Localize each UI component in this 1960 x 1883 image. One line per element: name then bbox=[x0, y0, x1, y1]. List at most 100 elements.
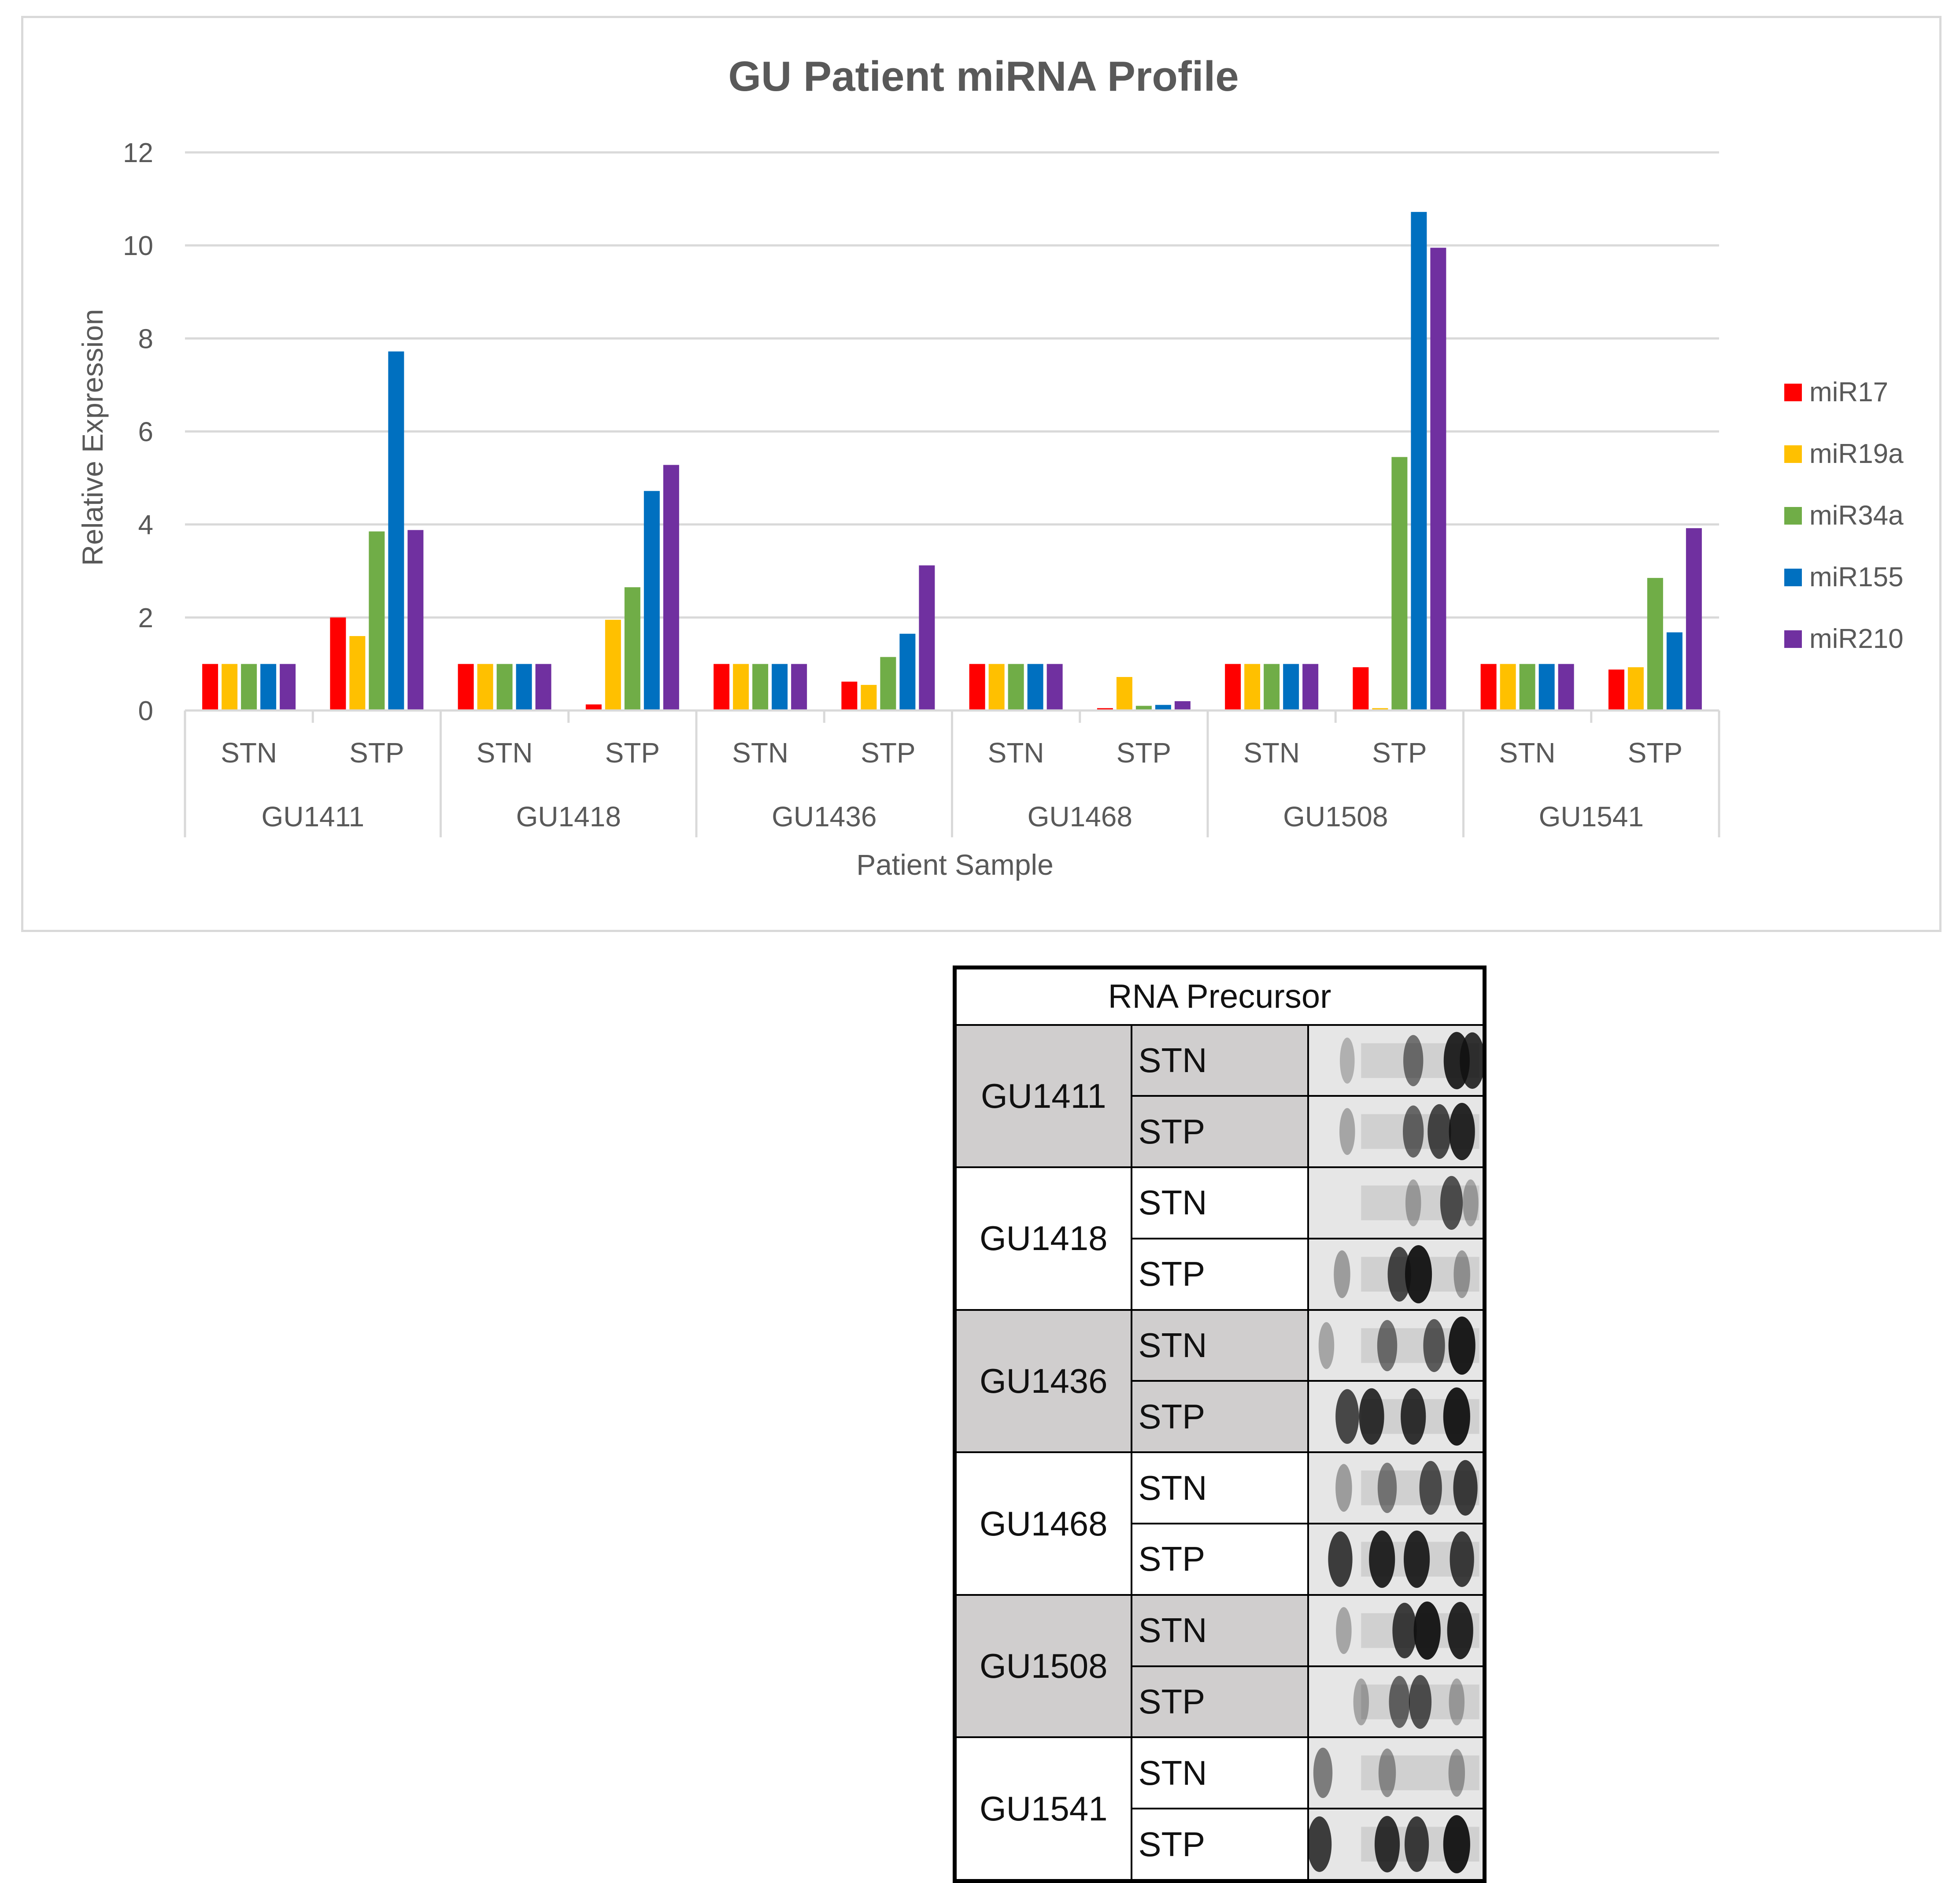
bar-miR210-GU1436-STP bbox=[919, 565, 935, 710]
gel-band bbox=[1328, 1531, 1353, 1587]
gel-lane-image bbox=[1309, 1810, 1483, 1879]
gel-band bbox=[1388, 1676, 1410, 1728]
gel-band bbox=[1333, 1250, 1350, 1298]
bar-miR210-GU1411-STP bbox=[407, 530, 424, 710]
bar-miR34a-GU1468-STP bbox=[1135, 706, 1152, 710]
table-row: GU1411 STN bbox=[954, 1024, 1486, 1169]
condition-cell: STN bbox=[1130, 1166, 1309, 1239]
table-row: GU1468 STN bbox=[954, 1451, 1486, 1596]
gel-band bbox=[1453, 1460, 1478, 1516]
bar-miR155-GU1418-STN bbox=[516, 664, 532, 710]
gel-band bbox=[1368, 1530, 1395, 1588]
bar-miR210-GU1418-STP bbox=[663, 465, 679, 710]
bar-miR19a-GU1418-STP bbox=[605, 620, 621, 710]
condition-cell: STP bbox=[1130, 1237, 1309, 1311]
patient-cell: GU1541 bbox=[954, 1736, 1132, 1882]
legend-swatch-miR210 bbox=[1784, 630, 1802, 648]
gel-band bbox=[1378, 1749, 1396, 1798]
y-tick-label: 6 bbox=[138, 417, 153, 448]
gel-band bbox=[1335, 1389, 1359, 1444]
legend-label: miR155 bbox=[1809, 562, 1904, 592]
gel-band bbox=[1403, 1530, 1430, 1588]
gel-lane-image bbox=[1309, 1454, 1483, 1522]
gel-lane-cell bbox=[1307, 1808, 1486, 1882]
bar-miR17-GU1468-STN bbox=[969, 664, 985, 710]
bar-miR155-GU1436-STN bbox=[772, 664, 788, 710]
gel-band bbox=[1447, 1602, 1473, 1659]
legend-label: miR19a bbox=[1809, 439, 1904, 469]
bar-miR34a-GU1411-STP bbox=[369, 531, 385, 710]
x-subcategory-label: STN bbox=[477, 737, 533, 769]
gel-band bbox=[1377, 1462, 1397, 1513]
bar-miR34a-GU1508-STP bbox=[1391, 457, 1408, 710]
gel-band bbox=[1427, 1104, 1451, 1159]
bar-miR19a-GU1508-STP bbox=[1372, 708, 1388, 710]
gel-lane-cell bbox=[1307, 1451, 1486, 1525]
bar-miR17-GU1541-STP bbox=[1608, 670, 1624, 710]
bar-miR155-GU1468-STP bbox=[1155, 705, 1171, 710]
bar-miR210-GU1418-STN bbox=[535, 664, 551, 710]
bar-miR17-GU1418-STP bbox=[585, 704, 602, 710]
bar-miR210-GU1541-STN bbox=[1558, 664, 1574, 710]
x-subcategory-label: STP bbox=[1117, 737, 1171, 769]
gel-lane-image bbox=[1309, 1739, 1483, 1807]
bar-miR17-GU1436-STN bbox=[714, 664, 730, 710]
gridlines bbox=[185, 151, 1719, 712]
bar-miR34a-GU1468-STN bbox=[1008, 664, 1024, 710]
patient-cell: GU1411 bbox=[954, 1024, 1132, 1169]
gel-lane-image bbox=[1309, 1525, 1483, 1593]
bar-miR210-GU1508-STP bbox=[1430, 248, 1446, 711]
x-group-label: GU1411 bbox=[261, 801, 364, 832]
table-row: GU1541 STN bbox=[954, 1736, 1486, 1882]
gel-band bbox=[1450, 1531, 1474, 1587]
bar-miR210-GU1468-STP bbox=[1174, 701, 1191, 710]
x-subcategory-label: STP bbox=[1628, 737, 1683, 769]
condition-cell: STP bbox=[1130, 1095, 1309, 1169]
gel-band bbox=[1443, 1815, 1470, 1874]
y-axis-label: Relative Expression bbox=[76, 309, 109, 566]
y-tick-label: 2 bbox=[138, 603, 153, 633]
bar-miR19a-GU1411-STN bbox=[222, 664, 238, 710]
legend-swatch-miR34a bbox=[1784, 507, 1802, 525]
chart-title: GU Patient miRNA Profile bbox=[728, 53, 1239, 100]
gel-band bbox=[1423, 1319, 1445, 1372]
x-subcategory-label: STN bbox=[732, 737, 788, 769]
gel-band bbox=[1453, 1250, 1470, 1298]
gel-band bbox=[1402, 1106, 1424, 1158]
bar-miR34a-GU1541-STP bbox=[1647, 578, 1663, 710]
gel-lane-cell bbox=[1307, 1665, 1486, 1739]
patient-cell: GU1508 bbox=[954, 1594, 1132, 1739]
bar-miR19a-GU1541-STN bbox=[1500, 664, 1516, 710]
gel-lane-image bbox=[1309, 1026, 1483, 1095]
condition-cell: STP bbox=[1130, 1808, 1309, 1882]
gel-lane-cell bbox=[1307, 1024, 1486, 1097]
gel-band bbox=[1419, 1461, 1442, 1515]
x-group-label: GU1541 bbox=[1539, 801, 1644, 832]
chart-frame: GU Patient miRNA Profile 0 2 4 6 8 10 12 STN ST… bbox=[21, 16, 1942, 932]
bar-miR155-GU1468-STN bbox=[1027, 664, 1043, 710]
bar-miR17-GU1508-STN bbox=[1225, 664, 1241, 710]
gel-band bbox=[1335, 1464, 1352, 1512]
gel-lane-cell bbox=[1307, 1594, 1486, 1667]
table-row: GU1418 STN bbox=[954, 1166, 1486, 1311]
gel-band bbox=[1339, 1037, 1355, 1084]
x-subcategory-label: STN bbox=[221, 737, 277, 769]
gel-lane-image bbox=[1309, 1383, 1483, 1451]
legend-label: miR210 bbox=[1809, 624, 1904, 654]
bar-miR210-GU1436-STN bbox=[791, 664, 807, 710]
gel-band bbox=[1409, 1675, 1431, 1729]
bar-miR19a-GU1468-STN bbox=[988, 664, 1005, 710]
condition-cell: STP bbox=[1130, 1523, 1309, 1596]
gel-band bbox=[1449, 1678, 1464, 1725]
y-tick-label: 8 bbox=[138, 324, 153, 354]
condition-cell: STN bbox=[1130, 1309, 1309, 1382]
gel-lane-cell bbox=[1307, 1523, 1486, 1596]
bar-miR19a-GU1411-STP bbox=[349, 636, 366, 710]
bar-miR19a-GU1436-STN bbox=[733, 664, 749, 710]
table-row: STP bbox=[955, 1523, 1486, 1596]
x-group-label: GU1468 bbox=[1028, 801, 1132, 832]
condition-cell: STN bbox=[1130, 1451, 1309, 1525]
gel-lane-image bbox=[1309, 1668, 1483, 1736]
table-row: GU1508 STN bbox=[954, 1594, 1486, 1739]
